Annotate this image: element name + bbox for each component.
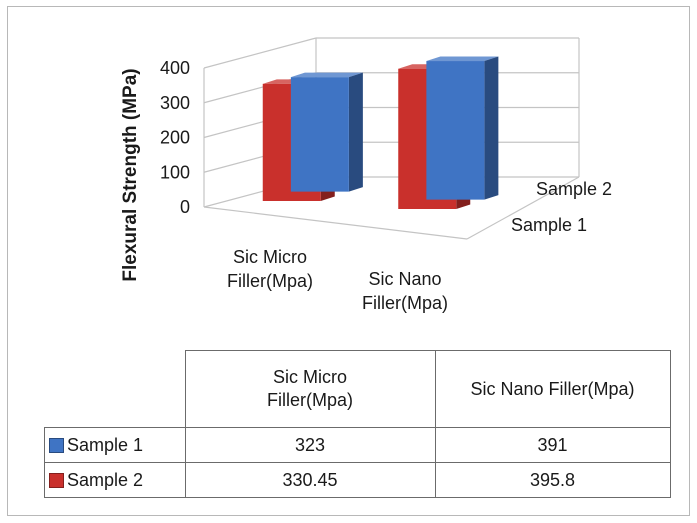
table-header-cat-1: Sic Nano Filler(Mpa) [434,350,671,428]
table-cell: 330.45 [184,462,436,498]
table-row: Sample 2 330.45 395.8 [44,462,671,498]
y-tick-label: 300 [160,93,190,113]
floor-front [203,206,468,240]
table-header-cat-0: Sic Micro Filler(Mpa) [184,350,436,428]
floor-right [466,176,580,240]
table-header-row: Sic Micro Filler(Mpa) Sic Nano Filler(Mpa… [44,350,671,428]
chart-walls [203,37,580,240]
depth-axis-label: Sample 2 [536,179,612,199]
y-axis-title: Flexural Strength (MPa) [120,68,141,281]
series-name: Sample 1 [67,434,144,455]
chart-frame: 0 100 200 300 400 Sample 1 Sample 2 Sic Micro Fi… [7,6,690,516]
bar-top-face [426,56,499,62]
chart-plot: 0 100 200 300 400 Sample 1 Sample 2 Sic Micro Fi… [120,37,612,313]
table-header-text: Filler(Mpa) [266,390,353,410]
x-tick-label: Sic Micro Filler(Mpa) [227,247,313,291]
bar-sample-1-0 [290,72,363,192]
x-tick-label: Sic Nano Filler(Mpa) [362,269,448,313]
bar-side-face [348,72,363,192]
bar-side-face [484,56,499,200]
legend-swatch [49,472,64,488]
depth-axis-label: Sample 1 [511,215,587,235]
y-tick-label: 400 [160,58,190,78]
table-row: Sample 1 323 391 [44,427,671,463]
y-tick-label: 0 [180,197,190,217]
bar-top-face [290,72,363,78]
series-name: Sample 2 [67,469,144,490]
table-header-text: Sic Nano Filler(Mpa) [470,378,635,399]
table-row-head: Sample 2 [44,462,186,498]
table-cell: 323 [184,427,436,463]
y-tick-label: 200 [160,128,190,148]
bar-front-face [426,61,485,200]
table-corner [44,350,186,428]
bar-sample-1-1 [426,56,499,200]
table-cell: 391 [434,427,671,463]
table-row-head: Sample 1 [44,427,186,463]
data-table: Sic Micro Filler(Mpa) Sic Nano Filler(Mpa… [44,350,671,498]
table-cell: 395.8 [434,462,671,498]
y-tick-label: 100 [160,162,190,182]
gridline-side [203,37,317,69]
table-header-text: Sic Micro [272,367,347,387]
legend-swatch [49,437,64,453]
bar-front-face [290,77,349,192]
